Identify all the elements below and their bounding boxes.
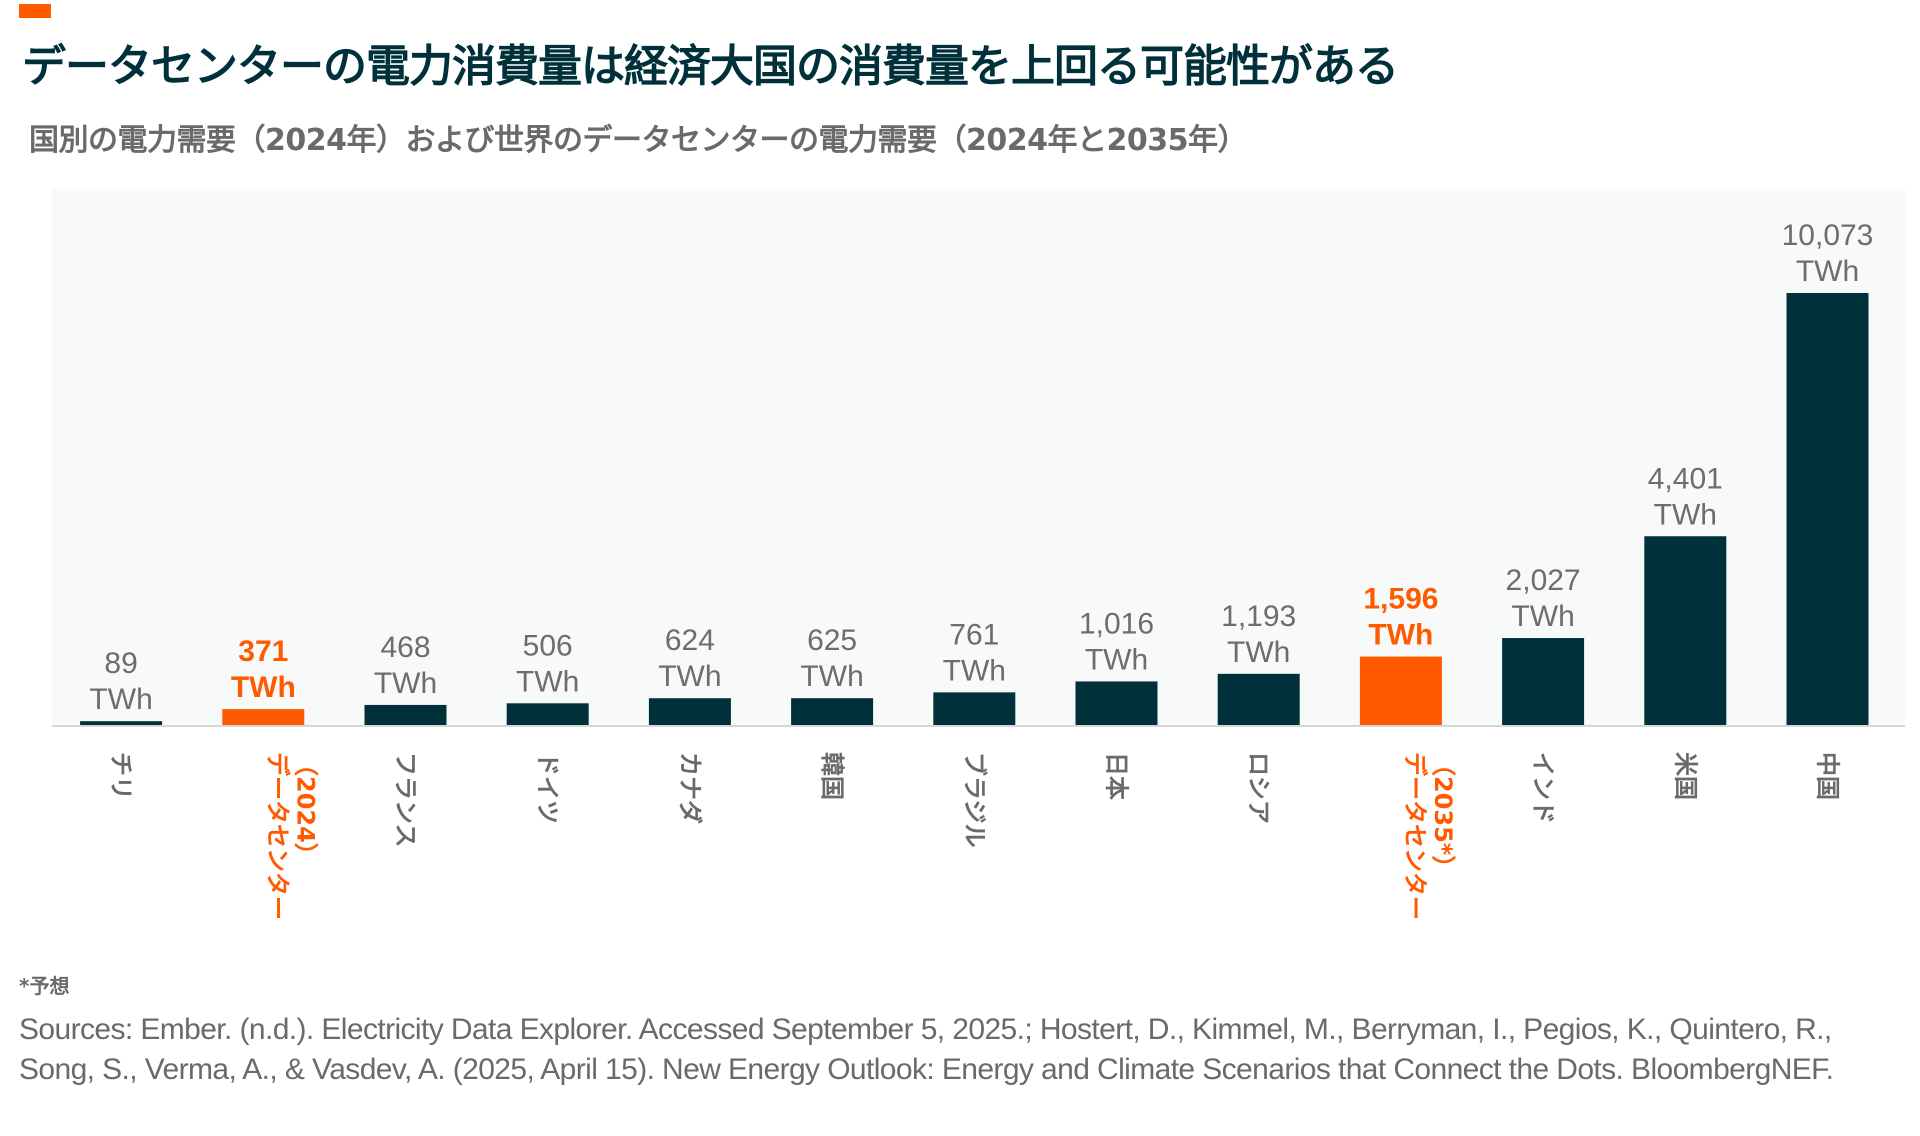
category-label-line: 韓国 [818,752,846,800]
data-label-unit: TWh [1227,636,1290,669]
category-label-line: インド [1529,752,1557,824]
category-label-line: チリ [107,752,135,800]
category-label: ドイツ [534,752,562,824]
bar [1359,656,1442,725]
data-label-unit: TWh [1085,643,1148,676]
category-labels-group: チリ データセンター （2024） フランス ドイツ カナダ 韓国 ブラジル 日本 ロシア データセ… [107,752,1841,920]
category-label: チリ [107,752,135,800]
data-label-unit: TWh [516,665,579,698]
bar [933,692,1016,725]
data-label-value: 371 [238,635,288,668]
sources-text: Sources: Ember. (n.d.). Electricity Data… [19,1013,1834,1086]
category-label: 米国 [1671,752,1699,800]
bar [1502,638,1585,725]
data-label-unit: TWh [374,667,437,700]
bars-group [80,293,1869,725]
bar-chart: 89TWh371TWh468TWh506TWh624TWh625TWh761TW… [52,189,1905,920]
category-label: カナダ [676,752,704,824]
bar [648,698,731,725]
data-label-value: 468 [380,631,430,664]
category-label: ブラジル [960,752,988,848]
category-label-line: フランス [392,752,420,848]
chart-subtitle: 国別の電力需要（2024年）および世界のデータセンターの電力需要（2024年と2… [29,123,1248,158]
data-label-value: 10,073 [1782,219,1874,252]
data-label-unit: TWh [1368,619,1433,652]
plot-background [52,189,1905,725]
category-label-line: 日本 [1103,752,1131,800]
category-label: 中国 [1814,752,1842,800]
category-label-line: （2024） [291,752,319,867]
bar [222,709,305,725]
data-label-value: 506 [523,629,573,662]
bar [1217,673,1300,725]
data-label-unit: TWh [1654,498,1717,531]
data-label-value: 625 [807,624,857,657]
bar [364,704,447,725]
category-label: インド [1529,752,1557,824]
chart-title: データセンターの電力消費量は経済大国の消費量を上回る可能性がある [22,41,1399,92]
data-label-unit: TWh [89,683,152,716]
category-label-line: データセンター [263,752,291,920]
data-label-value: 1,193 [1221,600,1296,633]
bar [791,698,874,725]
data-label-value: 761 [949,618,999,651]
value-labels-group: 89TWh371TWh468TWh506TWh624TWh625TWh761TW… [89,219,1873,716]
category-label-line: ロシア [1245,752,1273,824]
data-label-value: 1,016 [1079,607,1154,640]
bar [80,721,163,725]
bar [1644,536,1727,725]
data-label-unit: TWh [1796,255,1859,288]
category-label: 韓国 [818,752,846,800]
accent-bar [19,4,51,18]
category-label-line: （2035*） [1429,752,1457,879]
category-label-line: カナダ [676,752,704,824]
category-label: ロシア [1245,752,1273,824]
category-label-line: 中国 [1814,752,1842,800]
data-label-unit: TWh [658,660,721,693]
data-label-unit: TWh [800,660,863,693]
data-label-value: 624 [665,624,715,657]
data-label-unit: TWh [943,654,1006,687]
category-label: フランス [392,752,420,848]
bar [506,703,589,725]
category-label-line: ブラジル [960,752,988,848]
category-label: 日本 [1103,752,1131,800]
bar [1786,293,1869,725]
data-label-value: 1,596 [1363,583,1438,616]
data-label-value: 89 [104,647,137,680]
category-label-line: 米国 [1671,752,1699,800]
data-label-value: 2,027 [1506,564,1581,597]
category-label: データセンター （2035*） [1401,752,1457,920]
bar [1075,681,1158,725]
forecast-footnote: *予想 [19,974,70,998]
data-label-value: 4,401 [1648,462,1723,495]
data-label-unit: TWh [1511,600,1574,633]
category-label-line: ドイツ [534,752,562,824]
category-label: データセンター （2024） [263,752,319,920]
category-label-line: データセンター [1401,752,1429,920]
data-label-unit: TWh [231,671,296,704]
